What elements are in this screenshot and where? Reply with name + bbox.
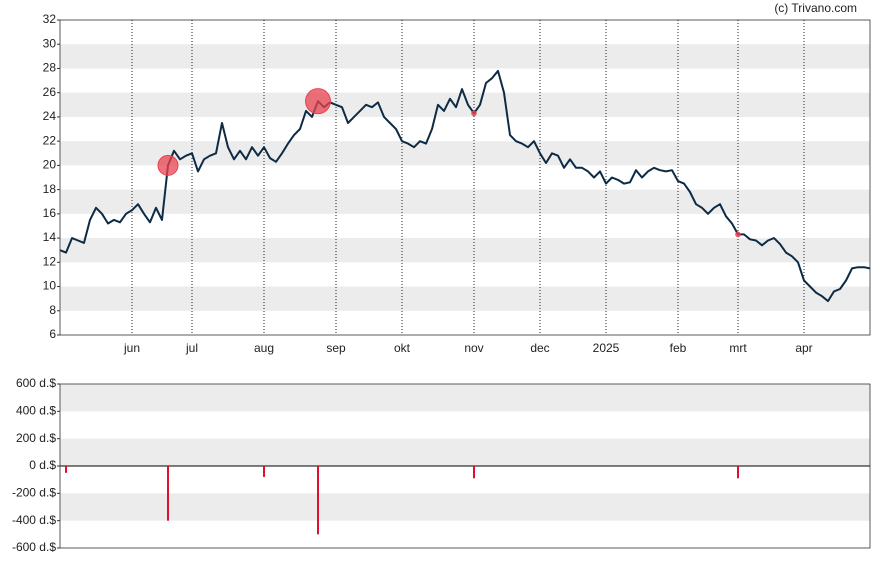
x-tick-label: nov — [464, 341, 483, 355]
grid-band — [60, 438, 870, 466]
y-tick-label: 14 — [43, 230, 57, 244]
y-tick-label: 12 — [43, 254, 57, 268]
grid-band — [60, 44, 870, 69]
price-line — [59, 69, 871, 303]
y-tick-label: -600 d.$ — [12, 540, 56, 554]
watermark: (c) Trivano.com — [774, 1, 857, 15]
y-tick-label: 200 d.$ — [16, 431, 56, 445]
bar — [167, 466, 169, 521]
x-tick-label: feb — [670, 341, 687, 355]
x-tick-label: mrt — [729, 341, 747, 355]
bar — [263, 466, 265, 477]
y-tick-label: 0 d.$ — [29, 458, 56, 472]
grid-band — [60, 384, 870, 412]
y-tick-label: 28 — [43, 61, 57, 75]
x-tick-label: jun — [123, 341, 140, 355]
x-tick-label: aug — [254, 341, 274, 355]
y-tick-label: 26 — [43, 85, 57, 99]
y-tick-label: 6 — [49, 327, 56, 341]
grid-band — [60, 238, 870, 263]
grid-band — [60, 286, 870, 311]
y-tick-label: 10 — [43, 279, 57, 293]
grid-band — [60, 141, 870, 166]
y-tick-label: 400 d.$ — [16, 404, 56, 418]
bar — [317, 466, 319, 535]
y-tick-label: 30 — [43, 36, 57, 50]
plot-frame — [59, 19, 871, 336]
trade-marker — [735, 231, 741, 238]
x-tick-label: dec — [530, 341, 549, 355]
trade-marker — [305, 88, 331, 115]
x-tick-label: apr — [795, 341, 812, 355]
y-tick-label: 18 — [43, 182, 57, 196]
x-tick-label: jul — [185, 341, 198, 355]
x-tick-label: sep — [326, 341, 346, 355]
y-tick-label: 20 — [43, 158, 57, 172]
y-tick-label: -200 d.$ — [12, 486, 56, 500]
plot-frame — [59, 383, 871, 549]
x-tick-label: 2025 — [593, 341, 620, 355]
grid-band — [60, 189, 870, 214]
grid-band — [60, 493, 870, 521]
x-tick-label: okt — [394, 341, 411, 355]
bar — [737, 466, 739, 479]
y-tick-label: -400 d.$ — [12, 513, 56, 527]
y-tick-label: 22 — [43, 133, 57, 147]
y-tick-label: 8 — [49, 303, 56, 317]
trade-marker — [471, 110, 477, 117]
y-tick-label: 32 — [43, 12, 57, 26]
bar — [473, 466, 475, 479]
bar — [65, 466, 67, 473]
y-tick-label: 16 — [43, 206, 57, 220]
y-tick-label: 600 d.$ — [16, 376, 56, 390]
y-tick-label: 24 — [43, 109, 57, 123]
trade-marker — [157, 154, 179, 176]
